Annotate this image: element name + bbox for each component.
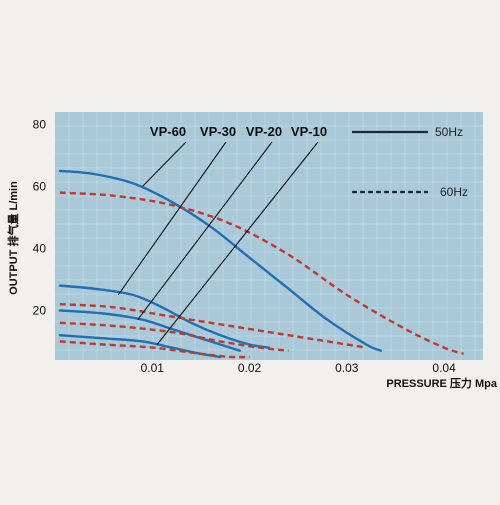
grid-lines [55,112,483,360]
x-tick-label: 0.03 [335,361,359,375]
series-line-vp-20-60hz [59,321,289,352]
x-axis-label: PRESSURE 压力 Mpa [386,376,498,390]
x-tick-label: 0.01 [141,361,165,375]
pointer-line [137,141,273,321]
y-tick-label: 60 [33,179,47,193]
y-tick-label: 80 [33,117,47,131]
plot-area [55,112,483,360]
y-tick-label: 40 [33,241,47,255]
legend-label: 60Hz [440,185,468,199]
series-line-vp-10-60hz [59,340,250,359]
y-tick-label: 20 [33,303,47,317]
model-labels: VP-60 VP-30 VP-20 VP-10 [150,124,327,139]
pointer-line [117,141,227,296]
series-line-vp-30-50hz [58,284,271,349]
legend-label: 50Hz [435,125,463,139]
x-tick-label: 0.04 [432,361,456,375]
pointer-line [142,141,187,187]
model-label: VP-20 [246,124,282,139]
x-axis-ticks: 0.01 0.02 0.03 0.04 [141,361,456,375]
y-axis-label: OUTPUT 排气量 L/min [6,181,20,295]
pointer-line [156,141,319,345]
series-line-vp-60-60hz [59,191,464,355]
x-tick-label: 0.02 [238,361,262,375]
legend: 50Hz 60Hz [352,125,468,199]
model-label: VP-30 [200,124,236,139]
model-label: VP-60 [150,124,186,139]
series-line-vp-20-50hz [58,309,242,352]
series-line-vp-60-50hz [58,169,383,352]
y-axis-ticks: 20 40 60 80 [33,117,47,317]
model-label-pointers [117,141,319,345]
model-label: VP-10 [291,124,327,139]
series-line-vp-30-60hz [59,303,367,349]
